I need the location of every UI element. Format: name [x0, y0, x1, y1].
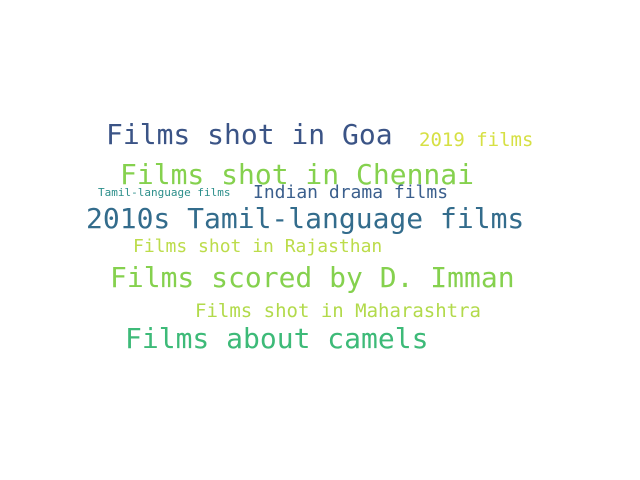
word-tamil-language-films-small: Tamil-language films — [98, 186, 231, 199]
word-films-shot-in-goa: Films shot in Goa — [106, 118, 393, 151]
word-films-shot-in-rajasthan: Films shot in Rajasthan — [133, 236, 383, 257]
word-films-shot-in-chennai: Films shot in Chennai — [120, 158, 475, 191]
word-films-scored-by-d-imman: Films scored by D. Imman — [110, 261, 515, 294]
word-2019-films: 2019 films — [419, 129, 534, 151]
word-2010s-tamil-language-films: 2010s Tamil-language films — [86, 202, 525, 235]
word-films-shot-in-maharashtra: Films shot in Maharashtra — [195, 300, 481, 322]
word-films-about-camels: Films about camels — [125, 322, 429, 355]
word-indian-drama-films: Indian drama films — [253, 182, 449, 203]
